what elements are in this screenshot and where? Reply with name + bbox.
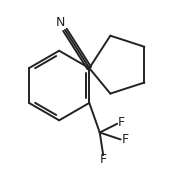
Text: F: F bbox=[100, 153, 107, 166]
Text: F: F bbox=[121, 133, 129, 146]
Text: F: F bbox=[117, 116, 125, 129]
Text: N: N bbox=[56, 16, 65, 29]
